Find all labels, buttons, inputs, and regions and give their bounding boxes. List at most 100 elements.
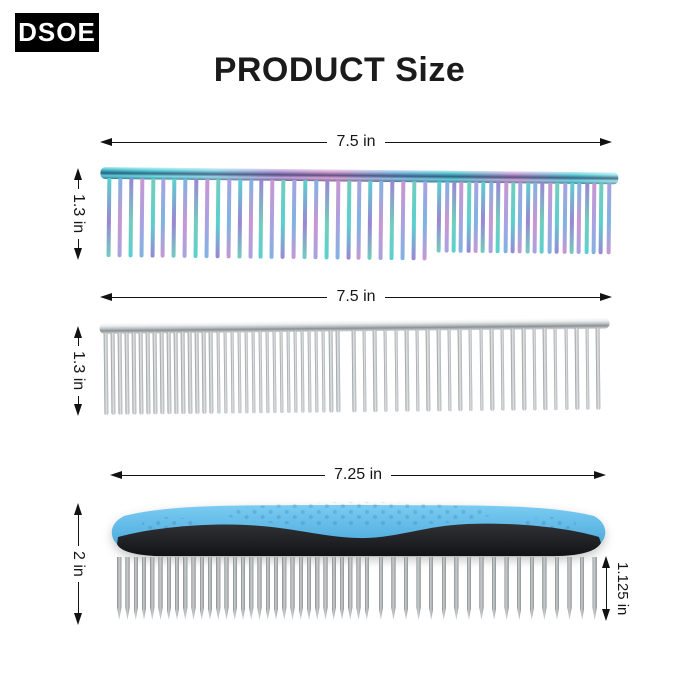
blue-comb-handle [111,501,606,557]
comb-tooth [473,181,479,253]
comb-tooth [516,557,522,620]
comb-tooth [480,181,486,254]
comb-tooth [422,181,428,261]
comb1-height-dimension: 1.3 in [67,168,89,261]
comb-tooth [182,178,188,258]
comb-tooth [466,557,472,620]
comb-tooth [564,328,569,411]
comb-tooth [362,330,367,413]
comb-tooth [258,179,264,259]
steel-comb-teeth-fine [103,330,340,415]
steel-comb-teeth-wide [351,327,601,413]
page-title: PRODUCT Size [213,51,466,89]
comb-tooth [226,179,232,259]
comb-tooth [451,181,457,253]
comb-tooth [273,557,279,620]
comb-tooth [441,557,446,620]
blue-comb-pins [117,557,597,620]
comb-tooth [323,557,328,620]
comb3-width-dimension: 7.25 in [110,467,607,483]
comb-tooth [249,557,254,620]
comb-tooth [150,557,155,620]
comb-tooth [425,329,431,412]
comb-tooth [547,182,553,254]
comb-tooth [416,557,421,620]
comb-tooth [391,557,396,620]
arrow-right-icon [594,471,607,479]
steel-comb [99,317,611,415]
arrow-left-icon [110,471,122,479]
arrow-down-icon [74,613,82,626]
comb-tooth [378,557,384,620]
comb-tooth [216,557,221,620]
comb-tooth [504,557,509,620]
comb-tooth [479,557,484,620]
handle-texture-dots [225,501,491,526]
comb-tooth [280,179,286,259]
comb-tooth [257,557,262,620]
comb-tooth [542,328,548,411]
comb-tooth [457,329,463,412]
comb-tooth [302,180,308,260]
comb-tooth [240,557,246,620]
comb-tooth [372,330,378,413]
comb-tooth [335,330,340,413]
comb2-width-label: 7.5 in [336,288,376,305]
comb-tooth [428,557,434,620]
comb-tooth [489,328,495,411]
arrow-up-icon [74,168,82,180]
comb-tooth [411,181,417,261]
comb-tooth [595,327,601,410]
comb-tooth [173,332,179,415]
comb-tooth [307,330,312,413]
arrow-up-icon [602,556,610,568]
comb-tooth [574,327,580,411]
comb-tooth [232,557,237,620]
comb-tooth [436,329,441,412]
comb-tooth [324,180,330,260]
comb-tooth [598,183,604,255]
comb-tooth [290,557,295,620]
comb-tooth [339,557,345,620]
comb-tooth [279,331,284,414]
comb-tooth [223,331,228,414]
comb-tooth [306,557,312,620]
comb-tooth [606,183,612,255]
comb-tooth [282,557,287,620]
comb-tooth [584,183,589,255]
comb-tooth [529,557,535,620]
rainbow-comb-teeth-fine [436,181,612,263]
arrow-down-icon [74,404,82,417]
comb-tooth [567,557,572,620]
comb-tooth [510,328,516,411]
comb-tooth [110,332,116,415]
comb-tooth [479,328,484,412]
comb-tooth [291,180,297,260]
comb-tooth [495,182,501,254]
arrow-right-icon [600,293,613,301]
comb-tooth [237,179,243,259]
comb-tooth [174,557,180,620]
comb-tooth [321,330,326,413]
comb-tooth [160,178,166,258]
comb-tooth [202,331,207,414]
rainbow-comb [100,167,619,262]
comb-tooth [128,178,134,258]
comb-tooth [569,182,575,254]
blue-comb-pins-fine [117,557,369,620]
comb-tooth [251,331,256,414]
comb-tooth [166,557,171,620]
comb-tooth [298,557,303,620]
comb-tooth [124,332,130,415]
comb-tooth [554,557,560,620]
comb-tooth [209,331,214,414]
comb-tooth [539,182,545,254]
comb-tooth [207,557,213,620]
arrow-left-icon [100,293,112,301]
comb-tooth [171,178,177,258]
comb-tooth [346,180,351,260]
comb-tooth [183,557,188,620]
arrow-up-icon [74,503,82,515]
blue-comb-pins-wide [378,557,597,620]
